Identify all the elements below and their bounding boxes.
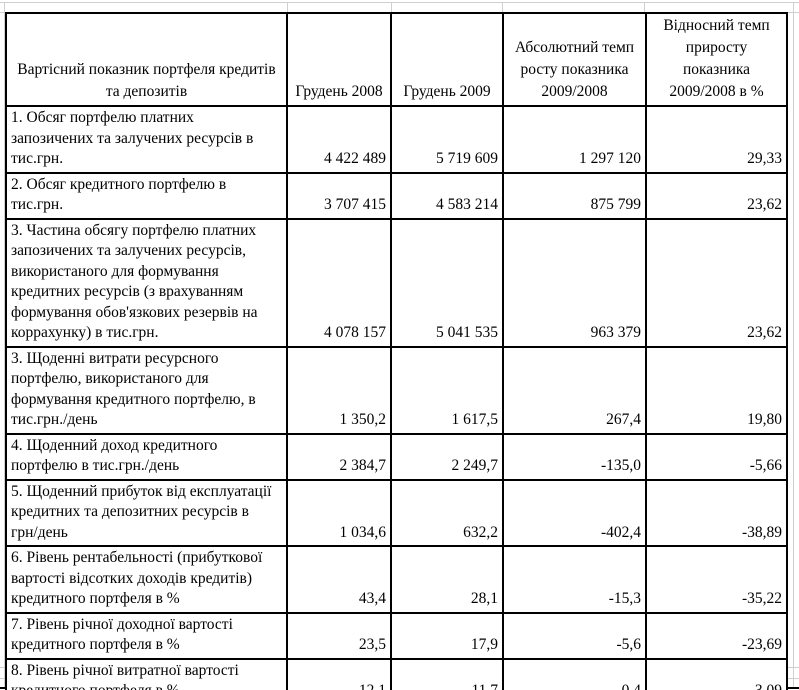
value-rel-growth: -23,69 (645, 611, 788, 660)
row-label: 5. Щоденний прибуток від експлуатації кр… (5, 478, 288, 547)
value-dec-2008: 3 707 415 (286, 171, 392, 220)
value-dec-2008: 12,1 (286, 657, 392, 690)
table-row: 8. Рівень річної витратної вартості кред… (5, 657, 788, 690)
value-abs-growth: -135,0 (502, 432, 647, 481)
table-row: 3. Щоденні витрати ресурсного портфелю, … (5, 345, 788, 435)
table-row: 7. Рівень річної доходної вартості креди… (5, 611, 788, 660)
row-label: 8. Рівень річної витратної вартості кред… (5, 657, 288, 690)
value-rel-growth: 23,62 (645, 217, 788, 348)
row-label: 7. Рівень річної доходної вартості креди… (5, 611, 288, 660)
row-label: 3. Частина обсягу портфелю платних запоз… (5, 217, 288, 348)
value-rel-growth: -35,22 (645, 545, 788, 614)
value-abs-growth: 963 379 (502, 217, 647, 348)
value-dec-2009: 4 583 214 (390, 171, 504, 220)
value-dec-2009: 5 719 609 (390, 105, 504, 174)
indicator-table: Вартісний показник портфеля кредитів та … (5, 12, 788, 690)
value-abs-growth: 875 799 (502, 171, 647, 220)
value-dec-2008: 43,4 (286, 545, 392, 614)
header-rel-growth: Відносний темп приросту показника 2009/2… (645, 12, 788, 107)
value-abs-growth: -5,6 (502, 611, 647, 660)
value-abs-growth: 1 297 120 (502, 105, 647, 174)
table-row: 5. Щоденний прибуток від експлуатації кр… (5, 478, 788, 547)
value-dec-2008: 1 034,6 (286, 478, 392, 547)
table-row: 1. Обсяг портфелю платних запозичених та… (5, 105, 788, 174)
value-rel-growth: -38,89 (645, 478, 788, 547)
value-dec-2009: 1 617,5 (390, 345, 504, 435)
value-rel-growth: 19,80 (645, 345, 788, 435)
value-rel-growth: 29,33 (645, 105, 788, 174)
value-rel-growth: 23,62 (645, 171, 788, 220)
row-label: 1. Обсяг портфелю платних запозичених та… (5, 105, 288, 174)
value-rel-growth: -3,09 (645, 657, 788, 690)
row-label: 2. Обсяг кредитного портфелю в тис.грн. (5, 171, 288, 220)
gridline-horizontal-top (0, 2, 799, 3)
value-dec-2008: 1 350,2 (286, 345, 392, 435)
value-rel-growth: -5,66 (645, 432, 788, 481)
value-dec-2009: 11,7 (390, 657, 504, 690)
row-label: 3. Щоденні витрати ресурсного портфелю, … (5, 345, 288, 435)
gridline-vertical-right (793, 2, 794, 688)
header-abs-growth: Абсолютний темп росту показника 2009/200… (502, 12, 647, 107)
value-dec-2009: 17,9 (390, 611, 504, 660)
row-label: 6. Рівень рентабельності (прибуткової ва… (5, 545, 288, 614)
value-dec-2008: 4 422 489 (286, 105, 392, 174)
header-dec-2009: Грудень 2009 (390, 12, 504, 107)
value-dec-2009: 2 249,7 (390, 432, 504, 481)
row-label: 4. Щоденний доход кредитного портфелю в … (5, 432, 288, 481)
table-row: 4. Щоденний доход кредитного портфелю в … (5, 432, 788, 481)
table-row: 3. Частина обсягу портфелю платних запоз… (5, 217, 788, 348)
gridline-vertical-left (4, 2, 5, 688)
header-dec-2008: Грудень 2008 (286, 12, 392, 107)
header-indicator: Вартісний показник портфеля кредитів та … (5, 12, 288, 107)
value-abs-growth: -0,4 (502, 657, 647, 690)
value-abs-growth: -402,4 (502, 478, 647, 547)
value-dec-2008: 4 078 157 (286, 217, 392, 348)
table-row: 6. Рівень рентабельності (прибуткової ва… (5, 545, 788, 614)
value-dec-2009: 28,1 (390, 545, 504, 614)
table-row: 2. Обсяг кредитного портфелю в тис.грн. … (5, 171, 788, 220)
value-dec-2009: 632,2 (390, 478, 504, 547)
value-dec-2009: 5 041 535 (390, 217, 504, 348)
value-dec-2008: 2 384,7 (286, 432, 392, 481)
value-abs-growth: -15,3 (502, 545, 647, 614)
value-dec-2008: 23,5 (286, 611, 392, 660)
value-abs-growth: 267,4 (502, 345, 647, 435)
table-header-row: Вартісний показник портфеля кредитів та … (5, 12, 788, 107)
